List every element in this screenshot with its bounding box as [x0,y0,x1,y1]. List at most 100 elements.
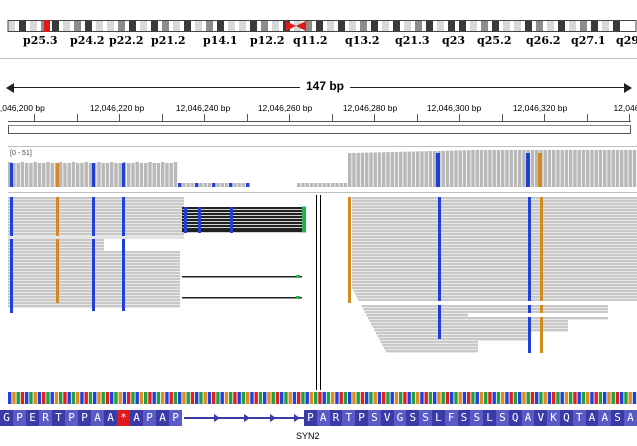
ideogram-band [184,21,191,31]
reference-base [173,392,178,404]
insertion-marker [302,209,306,213]
coverage-bar [450,150,454,187]
coverage-bar [564,150,569,187]
ruler-tick [374,114,375,122]
coverage-bar [241,183,246,187]
read [8,212,184,215]
ruler-panel[interactable]: 147 bp 2,046,200 bp 12,046,220 bp 12,046,2… [0,58,637,141]
reference-base [475,392,479,404]
gene-track[interactable]: G P E R T P P A A * A P A P P A R T P S V G S S L F S S L S Q A V K Q T A A S A [0,410,637,428]
amino-acid: E [26,410,39,426]
reference-base [586,392,590,404]
reference-base [182,392,186,404]
coverage-bar [20,162,25,187]
reference-sequence-track[interactable] [8,392,637,404]
coverage-bar [220,183,224,187]
ideogram-band [393,21,400,31]
ideogram-band [591,21,598,31]
coverage-histogram[interactable] [8,147,637,191]
coverage-track[interactable]: [0 - 51] [8,146,637,191]
coverage-data-range: [0 - 51] [10,150,32,157]
coverage-bar [348,153,352,187]
read [352,284,637,287]
coverage-bar [169,163,173,187]
coverage-bar [326,183,331,187]
reference-base [105,392,110,404]
coverage-bar [46,162,50,187]
reference-base [267,392,271,404]
reference-base [233,392,237,404]
chromosome-ideogram[interactable] [0,20,637,32]
reference-base [530,392,535,404]
reference-base [615,392,620,404]
read [352,266,637,269]
ideogram-band [514,21,521,31]
coverage-bar [212,183,216,187]
read [376,332,528,335]
reference-base [67,392,71,404]
reference-base [360,392,365,404]
reference-base [186,392,190,404]
coverage-bar [458,150,462,187]
coverage-bar [16,163,20,187]
ruler-tick [119,114,120,122]
read [364,311,608,314]
read [352,287,637,290]
coverage-bar [114,163,118,187]
reference-base [518,392,522,404]
coverage-bar [628,150,632,187]
coverage-bar [428,151,433,187]
ideogram-band-label: q25.2 [477,34,512,47]
coverage-bar [403,151,407,187]
reference-base [216,392,220,404]
coverage-bar [390,152,394,187]
amino-acid: A [598,410,612,426]
insertion-marker [296,296,300,299]
read [368,317,608,320]
read [382,344,478,347]
coverage-bar [509,150,513,187]
reference-base [161,392,165,404]
reference-base [509,392,513,404]
coverage-bar [496,150,501,187]
coverage-mismatch-bar [526,153,530,187]
reference-base [577,392,581,404]
reference-base [131,392,135,404]
amino-acid: P [143,410,156,426]
reference-base [29,392,33,404]
alignment-reads[interactable] [8,193,637,391]
amino-acid: F [444,410,458,426]
ideogram-band [96,21,103,31]
read [352,278,637,281]
coverage-bar [101,163,105,187]
coverage-bar [365,152,369,187]
mismatch-column [348,197,351,303]
coverage-bar [207,183,212,187]
reference-base [178,392,182,404]
ideogram-band-label: p24.2 [70,34,105,47]
coverage-bar [624,150,628,187]
read [352,209,637,212]
reference-base [590,392,594,404]
ruler-tick [204,114,205,122]
reference-base [513,392,518,404]
coverage-mismatch-bar [56,163,59,187]
reference-base [564,392,569,404]
reference-base [297,392,301,404]
read [8,197,184,200]
coverage-bar [441,150,445,187]
read [352,254,637,257]
alignment-track[interactable] [8,192,637,391]
read [352,215,637,218]
read [8,203,184,206]
ideogram-band [261,21,268,31]
reference-base [165,392,169,404]
mismatch-column [230,207,233,233]
coverage-bar [620,150,624,187]
coverage-bar [407,151,411,187]
mismatch-column [92,197,95,311]
coverage-bar [216,183,220,187]
ruler-tick-label: 12,046,260 bp [257,103,313,113]
ruler-tick-label: 12,046,220 bp [89,103,145,113]
region-navigator-bar[interactable] [8,125,631,134]
